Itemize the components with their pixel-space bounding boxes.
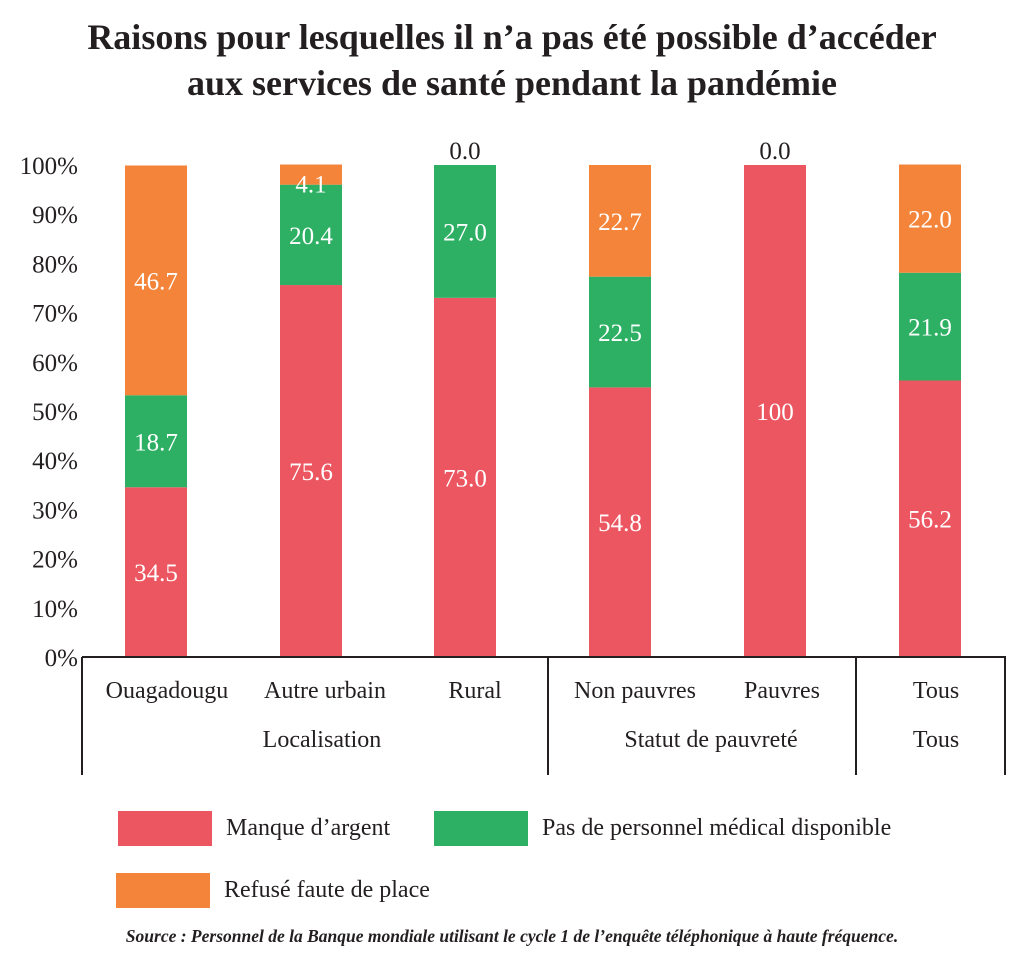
x-category-label: Pauvres — [744, 678, 820, 704]
data-label: 0.0 — [449, 138, 480, 165]
legend-swatch-manque-argent — [118, 811, 212, 846]
data-label: 46.7 — [134, 268, 178, 295]
data-label: 34.5 — [134, 560, 178, 587]
chart-title: Raisons pour lesquelles il n’a pas été p… — [0, 14, 1024, 106]
bar-segment-1-0 — [280, 285, 342, 657]
x-category-label: Ouagadougu — [106, 678, 229, 704]
y-tick-label: 60% — [32, 350, 78, 377]
x-category-label: Autre urbain — [264, 678, 386, 704]
legend-item-personnel-medical: Pas de personnel médical disponible — [434, 811, 891, 846]
data-label: 22.5 — [598, 320, 642, 347]
legend-swatch-refuse-place — [116, 873, 210, 908]
data-label: 100 — [756, 399, 794, 426]
data-label: 21.9 — [908, 315, 952, 342]
legend-item-manque-argent: Manque d’argent — [118, 811, 390, 846]
data-label: 27.0 — [443, 219, 487, 246]
x-group-label: Tous — [913, 727, 959, 753]
bar-segment-5-2 — [899, 164, 961, 273]
data-label: 56.2 — [908, 507, 952, 534]
legend-label-manque-argent: Manque d’argent — [226, 815, 391, 841]
y-tick-label: 40% — [32, 448, 78, 475]
legend-swatch-personnel-medical — [434, 811, 528, 846]
x-category-label: Non pauvres — [574, 678, 696, 704]
bar-segment-1-2 — [280, 164, 342, 185]
legend-label-personnel-medical: Pas de personnel médical disponible — [542, 815, 892, 841]
bar-segment-3-2 — [589, 165, 651, 277]
y-tick-label: 80% — [32, 251, 78, 278]
data-label: 4.1 — [295, 172, 326, 199]
bar-segment-0-1 — [125, 395, 187, 488]
data-label: 22.0 — [908, 207, 952, 234]
y-tick-label: 90% — [32, 202, 78, 229]
y-tick-label: 0% — [45, 645, 78, 672]
x-group-label: Localisation — [263, 727, 382, 753]
data-label: 54.8 — [598, 510, 642, 537]
data-label: 0.0 — [759, 138, 790, 165]
legend-label-refuse-place: Refusé faute de place — [224, 877, 430, 903]
data-label: 75.6 — [289, 459, 333, 486]
y-tick-label: 100% — [20, 153, 78, 180]
y-tick-label: 20% — [32, 547, 78, 574]
source-note: Source : Personnel de la Banque mondiale… — [125, 926, 899, 946]
chart-title-line-2: aux services de santé pendant la pandémi… — [186, 63, 838, 103]
y-tick-label: 70% — [32, 301, 78, 328]
bar-segment-5-0 — [899, 380, 961, 657]
bar-segment-5-1 — [899, 272, 961, 381]
x-category-label: Tous — [913, 678, 959, 704]
x-category-label: Rural — [448, 678, 502, 704]
data-label: 22.7 — [598, 209, 642, 236]
legend-item-refuse-place: Refusé faute de place — [116, 873, 430, 908]
data-label: 18.7 — [134, 429, 178, 456]
bar-segment-2-0 — [434, 297, 496, 657]
stacked-bar-chart: 0% 10% 20% 30% 40% 50% 60% 70% 80% 90% 100% 34.5 18.… — [20, 138, 1006, 775]
chart-title-line-1: Raisons pour lesquelles il n’a pas été p… — [87, 17, 937, 57]
data-label: 20.4 — [289, 223, 333, 250]
bar-segment-3-0 — [589, 387, 651, 657]
bar-segment-4-0 — [744, 165, 806, 657]
bar-segment-0-0 — [125, 487, 187, 657]
y-tick-label: 50% — [32, 399, 78, 426]
x-group-label: Statut de pauvreté — [624, 727, 797, 753]
bar-segment-0-2 — [125, 165, 187, 396]
y-tick-label: 10% — [32, 596, 78, 623]
data-label: 73.0 — [443, 465, 487, 492]
bar-segment-2-1 — [434, 165, 496, 298]
bar-segment-3-1 — [589, 276, 651, 388]
y-tick-label: 30% — [32, 497, 78, 524]
bar-segment-1-1 — [280, 184, 342, 286]
